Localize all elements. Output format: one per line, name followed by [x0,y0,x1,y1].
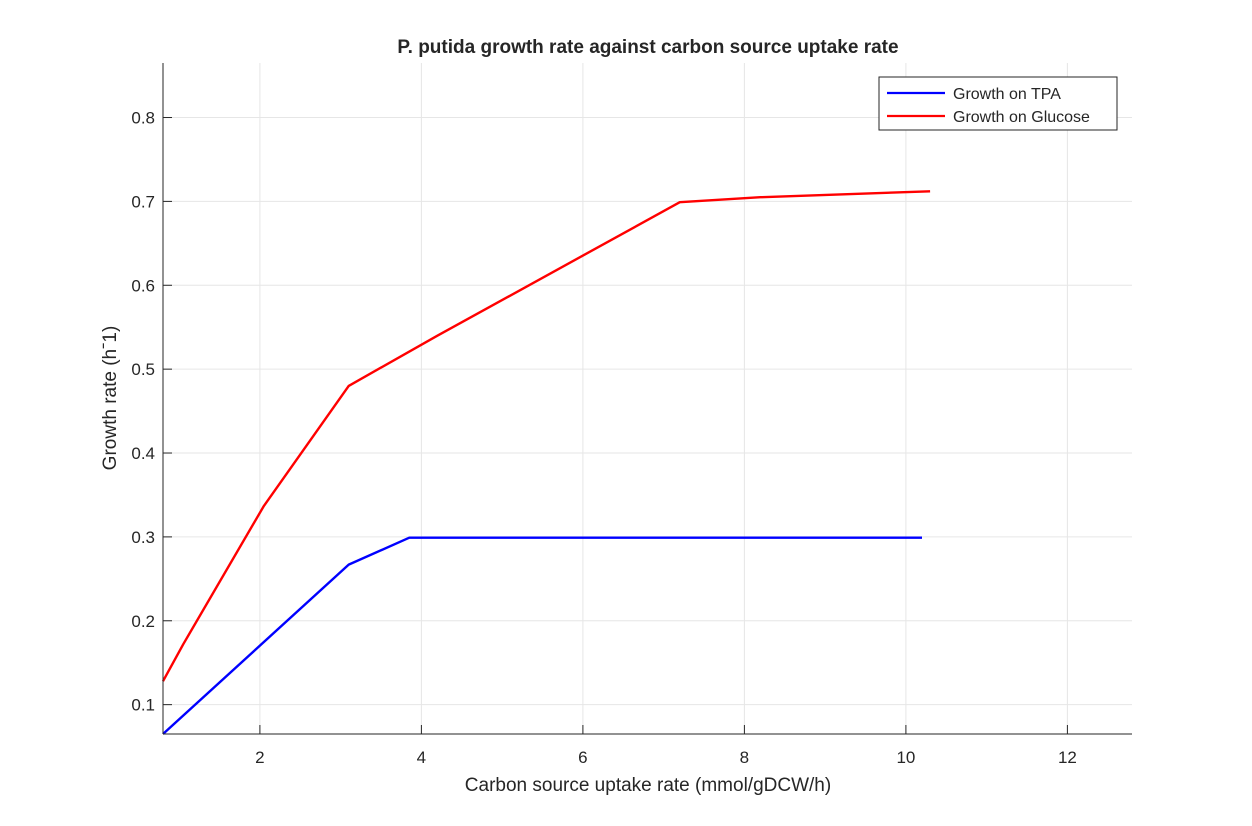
y-tick-label: 0.7 [131,192,155,211]
chart-title: P. putida growth rate against carbon sou… [397,37,898,58]
legend-box [878,76,1118,131]
legend: Growth on TPA Growth on Glucose [878,76,1118,131]
x-tick-label: 4 [417,748,426,767]
x-tick-label: 12 [1058,748,1077,767]
x-axis-label: Carbon source uptake rate (mmol/gDCW/h) [465,775,831,796]
y-tick-label: 0.2 [131,612,155,631]
legend-label-glucose: Growth on Glucose [953,109,1090,126]
series-line-glucose [161,190,931,682]
y-axis-label: Growth rate (hˉ1) [100,326,121,471]
y-tick-label: 0.1 [131,696,155,715]
plot-area [163,63,1132,734]
x-tick-label: 6 [578,748,587,767]
y-tick-label: 0.5 [131,360,155,379]
series-layer [161,190,931,735]
tick-labels: 2 4 6 8 10 12 0.1 0.2 0.3 0.4 0.5 0.6 0.7 0.8 [131,109,1077,767]
x-tick-label: 2 [255,748,264,767]
x-tick-label: 8 [740,748,749,767]
legend-label-tpa: Growth on TPA [953,86,1061,103]
series-line-tpa [162,536,922,735]
y-tick-label: 0.3 [131,528,155,547]
x-tick-label: 10 [896,748,915,767]
y-tick-label: 0.8 [131,109,155,128]
grid-lines [163,63,1132,734]
axes [162,63,1132,735]
y-tick-label: 0.6 [131,276,155,295]
y-tick-label: 0.4 [131,444,155,463]
